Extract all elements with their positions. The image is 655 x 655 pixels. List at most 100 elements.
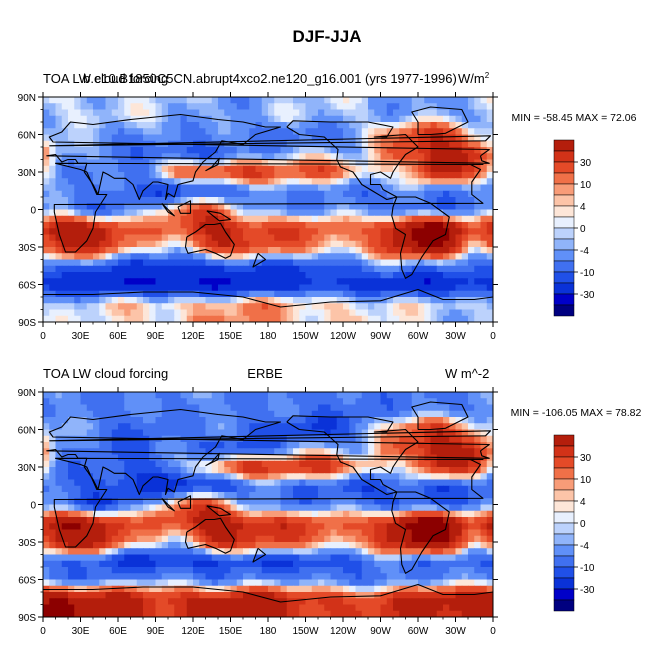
field-cell [168,498,175,506]
field-cell [368,284,375,292]
field-cell [443,140,450,148]
field-cell [55,209,63,217]
field-cell [118,485,125,493]
field-cell [68,109,75,117]
field-cell [230,134,238,142]
field-cell [130,122,138,129]
field-cell [124,178,132,186]
field-cell [193,134,200,142]
field-cell [305,560,313,568]
field-cell [111,423,119,431]
field-cell [480,184,488,192]
field-cell [324,492,332,499]
field-cell [386,284,394,292]
field-cell [455,228,463,236]
field-cell [205,222,213,229]
field-cell [130,579,138,587]
field-cell [136,573,144,581]
field-cell [305,128,313,136]
field-cell [105,234,113,242]
field-cell [74,429,82,437]
field-cell [355,585,363,593]
field-cell [243,410,250,418]
field-cell [455,140,463,148]
field-cell [43,573,50,581]
field-cell [80,165,88,173]
field-cell [74,309,82,317]
field-cell [443,485,450,493]
coastline [205,157,220,172]
field-cell [55,485,63,493]
field-cell [293,473,300,481]
field-cell [399,234,407,242]
coastline [184,222,235,259]
field-cell [474,172,482,179]
field-cell [168,159,175,167]
field-cell [455,103,463,111]
field-cell [443,423,450,431]
field-cell [205,115,213,123]
field-cell [293,585,300,593]
field-cell [249,115,257,123]
field-cell [74,228,82,236]
field-cell [111,485,119,493]
field-cell [286,290,294,298]
field-cell [386,492,394,499]
field-cell [449,429,457,437]
field-cell [361,134,369,142]
field-cell [318,309,325,317]
field-cell [168,523,175,531]
field-cell [155,448,163,456]
field-cell [93,517,100,524]
field-cell [86,315,94,322]
field-cell [411,448,419,456]
field-cell [80,423,88,431]
field-cell [68,165,75,173]
field-cell [411,228,419,236]
field-cell [93,423,100,431]
field-cell [143,492,150,499]
field-cell [168,423,175,431]
field-cell [74,122,82,129]
field-cell [118,404,125,412]
field-cell [205,128,213,136]
field-cell [405,209,413,217]
field-cell [230,467,238,474]
field-cell [380,442,388,449]
field-cell [443,585,450,593]
field-cell [149,97,157,104]
field-cell [243,435,250,443]
field-cell [86,209,94,217]
field-cell [105,122,113,129]
field-cell [461,203,469,211]
field-cell [430,315,438,322]
field-cell [86,222,94,229]
field-cell [261,554,269,562]
field-cell [343,542,350,549]
field-cell [349,423,357,431]
field-cell [193,454,200,462]
field-cell [268,159,275,167]
field-cell [305,109,313,117]
field-cell [86,297,94,304]
field-cell [236,429,244,437]
field-cell [236,309,244,317]
field-cell [480,398,488,406]
field-cell [449,272,457,279]
field-cell [393,460,400,468]
field-cell [155,410,163,418]
field-cell [130,548,138,556]
field-cell [199,498,207,506]
field-cell [411,510,419,518]
field-cell [105,504,113,512]
field-cell [424,184,432,192]
field-cell [455,203,463,211]
field-cell [130,460,138,468]
field-cell [149,109,157,117]
field-cell [399,247,407,254]
field-cell [218,290,225,298]
field-cell [443,122,450,129]
field-cell [224,523,232,531]
field-cell [293,203,300,211]
field-cell [149,103,157,111]
